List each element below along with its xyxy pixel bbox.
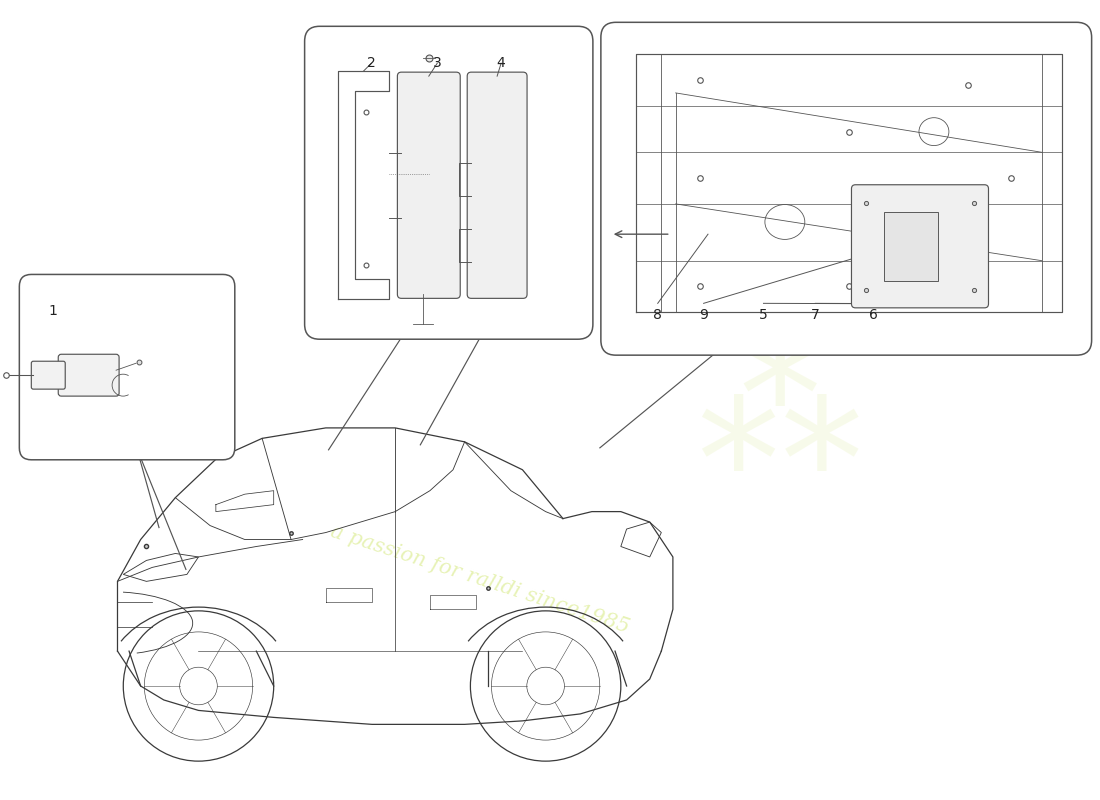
FancyBboxPatch shape [468, 72, 527, 298]
Bar [884, 212, 938, 281]
Text: ⁂: ⁂ [696, 338, 862, 502]
Text: a passion for ralldi since1985: a passion for ralldi since1985 [328, 522, 632, 637]
Text: 1: 1 [48, 304, 57, 318]
Text: 4: 4 [497, 56, 506, 70]
Text: 8: 8 [653, 308, 662, 322]
Text: 3: 3 [433, 56, 442, 70]
FancyBboxPatch shape [20, 274, 234, 460]
Text: 6: 6 [869, 308, 878, 322]
FancyBboxPatch shape [31, 362, 65, 389]
Text: 7: 7 [811, 308, 819, 322]
Text: 2: 2 [367, 56, 376, 70]
FancyBboxPatch shape [397, 72, 460, 298]
Text: 5: 5 [759, 308, 768, 322]
FancyBboxPatch shape [851, 185, 989, 308]
FancyBboxPatch shape [58, 354, 119, 396]
Text: 9: 9 [700, 308, 708, 322]
FancyBboxPatch shape [601, 22, 1091, 355]
FancyBboxPatch shape [305, 26, 593, 339]
